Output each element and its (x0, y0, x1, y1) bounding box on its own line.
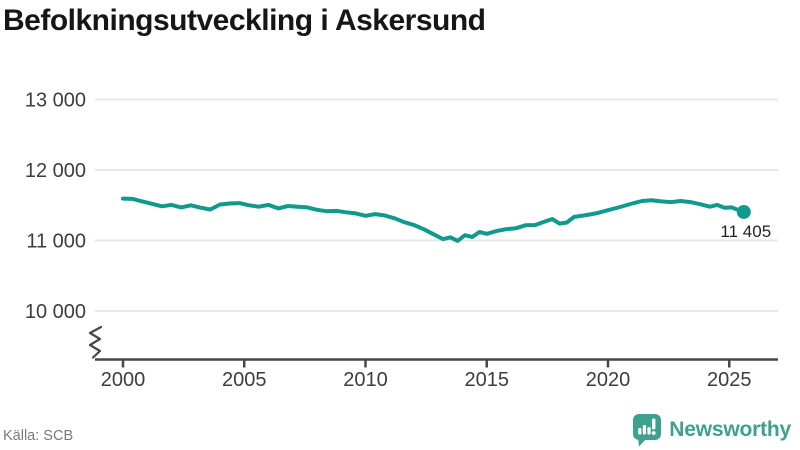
y-tick-label: 12 000 (25, 160, 86, 182)
end-value-label: 11 405 (720, 222, 771, 241)
x-tick-label: 2005 (222, 369, 267, 391)
axis-break-icon (88, 325, 103, 359)
chart-title: Befolkningsutveckling i Askersund (3, 4, 486, 37)
end-point-marker (736, 204, 751, 219)
x-tick-label: 2025 (707, 369, 752, 391)
x-tick-label: 2010 (343, 369, 388, 391)
source-label: Källa: SCB (3, 428, 74, 444)
y-tick-label: 11 000 (26, 231, 86, 253)
y-tick-label: 10 000 (25, 301, 86, 323)
newsworthy-logo: Newsworthy (632, 413, 791, 447)
x-tick-label: 2020 (586, 369, 631, 391)
newsworthy-icon (633, 414, 662, 447)
x-tick-label: 2000 (101, 369, 146, 391)
newsworthy-wordmark: Newsworthy (669, 418, 791, 441)
line-series (121, 196, 746, 243)
x-tick-label: 2015 (465, 369, 510, 391)
y-tick-label: 13 000 (25, 90, 86, 112)
